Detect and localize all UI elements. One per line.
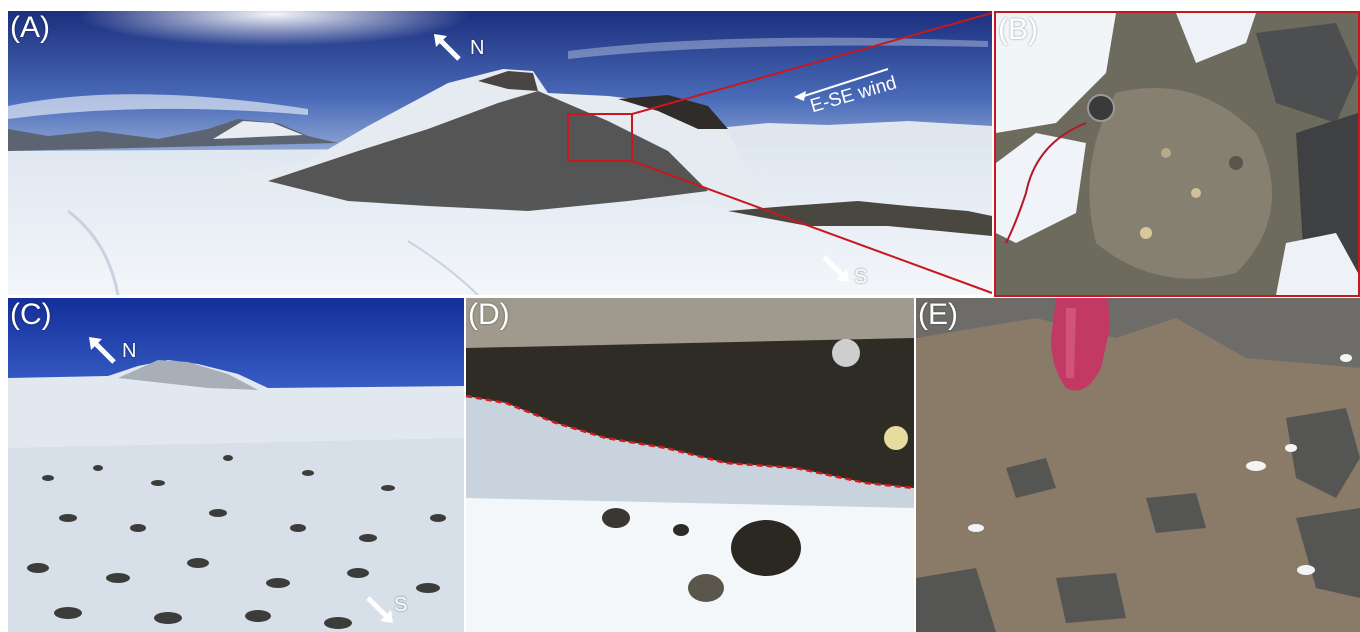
- panel-c-photo: [8, 298, 464, 632]
- panel-c-field-view: (C) N S: [8, 298, 464, 632]
- panel-e-photo: [916, 298, 1360, 632]
- south-arrow-icon: [820, 253, 850, 283]
- north-arrow-icon: [433, 33, 463, 63]
- south-arrow-icon: [364, 594, 394, 624]
- panel-b-label: (B): [998, 13, 1038, 46]
- panel-a-north-label: N: [470, 37, 485, 59]
- north-arrow-icon: [88, 336, 118, 366]
- panel-d-closeup: (D): [466, 298, 914, 632]
- panel-a-label: (A): [10, 11, 50, 44]
- pink-scoop-icon: [1051, 298, 1110, 391]
- panel-b-inset-frame: (B): [994, 11, 1360, 297]
- panel-d-label: (D): [468, 298, 510, 331]
- panel-a-panorama: (A) N S E-SE wind: [8, 11, 992, 295]
- panel-a-south-label: S: [854, 266, 868, 288]
- panel-c-label: (C): [10, 298, 52, 331]
- panel-e-soil-closeup: (E): [916, 298, 1360, 632]
- panel-c-south-label: S: [394, 594, 408, 616]
- panel-a-photo: [8, 11, 992, 295]
- panel-c-north-label: N: [122, 340, 137, 362]
- panel-d-photo: [466, 298, 914, 632]
- panel-b-photo: [996, 13, 1358, 295]
- panel-e-label: (E): [918, 298, 958, 331]
